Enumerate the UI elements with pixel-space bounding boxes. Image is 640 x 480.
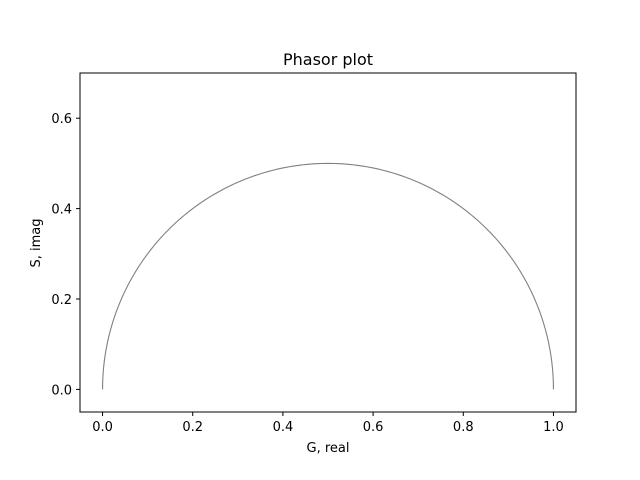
semicircle-curve (102, 162, 554, 390)
x-tick-label: 1.0 (543, 420, 564, 435)
y-tick-label: 0.4 (51, 203, 72, 218)
x-tick-label: 0.4 (273, 420, 294, 435)
chart-title: Phasor plot (283, 50, 373, 69)
x-axis-ticks: 0.0 0.2 0.4 0.6 0.8 1.0 (92, 412, 564, 435)
x-tick-label: 0.8 (453, 420, 474, 435)
x-tick-label: 0.6 (363, 420, 384, 435)
y-axis-label: S, imag (29, 218, 44, 267)
y-axis-ticks: 0.0 0.2 0.4 0.6 (51, 112, 80, 398)
x-tick-label: 0.0 (92, 420, 113, 435)
plot-area-frame (79, 72, 577, 413)
x-tick-label: 0.2 (182, 420, 203, 435)
y-tick-label: 0.2 (51, 293, 72, 308)
y-tick-label: 0.6 (51, 112, 72, 127)
y-tick-label: 0.0 (51, 383, 72, 398)
x-axis-label: G, real (307, 441, 350, 456)
